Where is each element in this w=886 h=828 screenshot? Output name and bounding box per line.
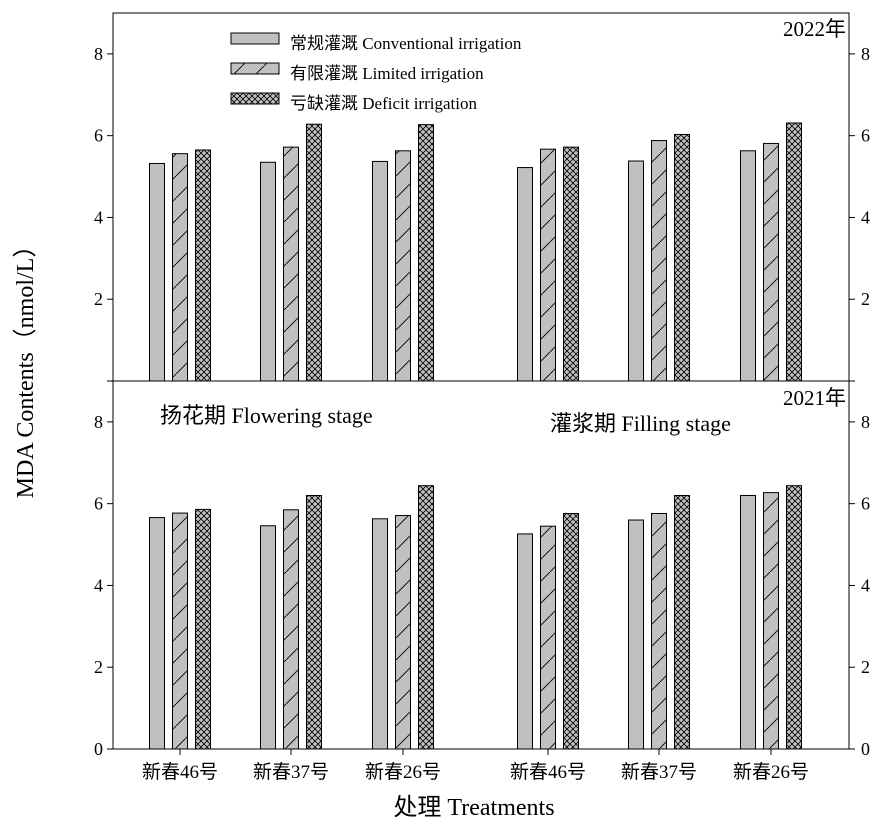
bar-bottom-conventional xyxy=(517,533,533,750)
y-tick-label-left-bottom: 6 xyxy=(94,494,103,514)
bar-bottom-limited xyxy=(283,509,299,750)
y-tick-label-right-top: 2 xyxy=(861,289,870,309)
y-tick-label-left-top: 4 xyxy=(94,207,103,227)
y-tick-label-right-bottom: 8 xyxy=(861,412,870,432)
bar-top-conventional xyxy=(517,167,533,382)
bar-top-deficit xyxy=(674,133,690,382)
y-tick-label-right-bottom: 0 xyxy=(861,739,870,759)
bar-top-conventional xyxy=(628,160,644,382)
x-tick-label: 新春26号 xyxy=(733,761,809,783)
bar-bottom-conventional xyxy=(260,525,276,750)
bar-top-conventional xyxy=(149,162,165,382)
bar-top-limited xyxy=(763,142,779,382)
bar-bottom-limited xyxy=(395,515,411,750)
panel-title-top: 2022年 xyxy=(783,17,846,41)
bar-bottom-limited xyxy=(651,512,667,750)
bar-bottom-limited xyxy=(763,492,779,750)
bar-bottom-deficit xyxy=(306,494,322,750)
bar-bottom-limited xyxy=(540,525,556,750)
y-tick-label-right-top: 6 xyxy=(861,126,870,146)
bar-bottom-deficit xyxy=(563,512,579,750)
legend-label-limited: 有限灌溉 Limited irrigation xyxy=(290,64,484,83)
stage-label-filling: 灌浆期 Filling stage xyxy=(550,411,731,436)
bar-bottom-conventional xyxy=(740,494,756,750)
bar-top-deficit xyxy=(418,124,434,382)
bar-bottom-limited xyxy=(172,512,188,750)
bar-top-deficit xyxy=(195,149,211,382)
bar-bottom-deficit xyxy=(195,508,211,750)
bar-bottom-deficit xyxy=(418,485,434,750)
legend-swatch-limited xyxy=(230,62,280,75)
y-axis-title: MDA Contents（nmol/L） xyxy=(13,234,39,499)
x-tick-label: 新春46号 xyxy=(142,761,218,783)
bars-layer xyxy=(149,122,802,750)
bar-bottom-deficit xyxy=(786,485,802,750)
y-tick-label-left-bottom: 0 xyxy=(94,739,103,759)
bar-top-deficit xyxy=(563,146,579,382)
bar-top-deficit xyxy=(306,123,322,382)
stage-label-flowering: 扬花期 Flowering stage xyxy=(160,403,373,428)
labels-layer: 2 2 4 4 6 6 8 8 0 0 2 2 4 4 6 6 8 8 新春46号 新春37号 新春26号 新春46号 新春… xyxy=(94,44,870,783)
x-tick-label: 新春37号 xyxy=(621,761,697,783)
y-tick-label-left-top: 8 xyxy=(94,44,103,64)
bar-top-conventional xyxy=(260,161,276,382)
x-tick-label: 新春37号 xyxy=(253,761,329,783)
bar-top-conventional xyxy=(372,160,388,382)
bar-bottom-conventional xyxy=(628,519,644,750)
bar-top-limited xyxy=(395,150,411,382)
y-tick-label-left-bottom: 2 xyxy=(94,657,103,677)
legend-label-conventional: 常规灌溉 Conventional irrigation xyxy=(290,34,522,53)
x-axis-title: 处理 Treatments xyxy=(393,794,554,821)
axes-layer xyxy=(107,12,855,755)
panel-title-bottom: 2021年 xyxy=(783,386,846,410)
bar-top-limited xyxy=(540,148,556,382)
y-tick-label-right-bottom: 4 xyxy=(861,575,870,595)
y-tick-label-left-bottom: 4 xyxy=(94,575,103,595)
y-tick-label-right-top: 4 xyxy=(861,207,870,227)
y-tick-label-left-bottom: 8 xyxy=(94,412,103,432)
bar-top-deficit xyxy=(786,122,802,382)
legend-swatch-deficit xyxy=(230,92,280,105)
bar-top-limited xyxy=(283,146,299,382)
bar-bottom-conventional xyxy=(149,517,165,750)
x-tick-label: 新春26号 xyxy=(365,761,441,783)
y-tick-label-right-bottom: 6 xyxy=(861,494,870,514)
y-tick-label-left-top: 2 xyxy=(94,289,103,309)
y-tick-label-left-top: 6 xyxy=(94,126,103,146)
x-tick-label: 新春46号 xyxy=(510,761,586,783)
bar-top-limited xyxy=(172,153,188,382)
bar-top-limited xyxy=(651,140,667,382)
bar-bottom-conventional xyxy=(372,518,388,750)
plot-frame-bottom xyxy=(112,380,850,750)
bar-top-conventional xyxy=(740,150,756,382)
legend-swatch-conventional xyxy=(230,32,280,45)
y-tick-label-right-top: 8 xyxy=(861,44,870,64)
legend-label-deficit: 亏缺灌溉 Deficit irrigation xyxy=(290,94,477,113)
y-tick-label-right-bottom: 2 xyxy=(861,657,870,677)
bar-bottom-deficit xyxy=(674,494,690,750)
legend: 常规灌溉 Conventional irrigation 有限灌溉 Limite… xyxy=(230,32,522,113)
